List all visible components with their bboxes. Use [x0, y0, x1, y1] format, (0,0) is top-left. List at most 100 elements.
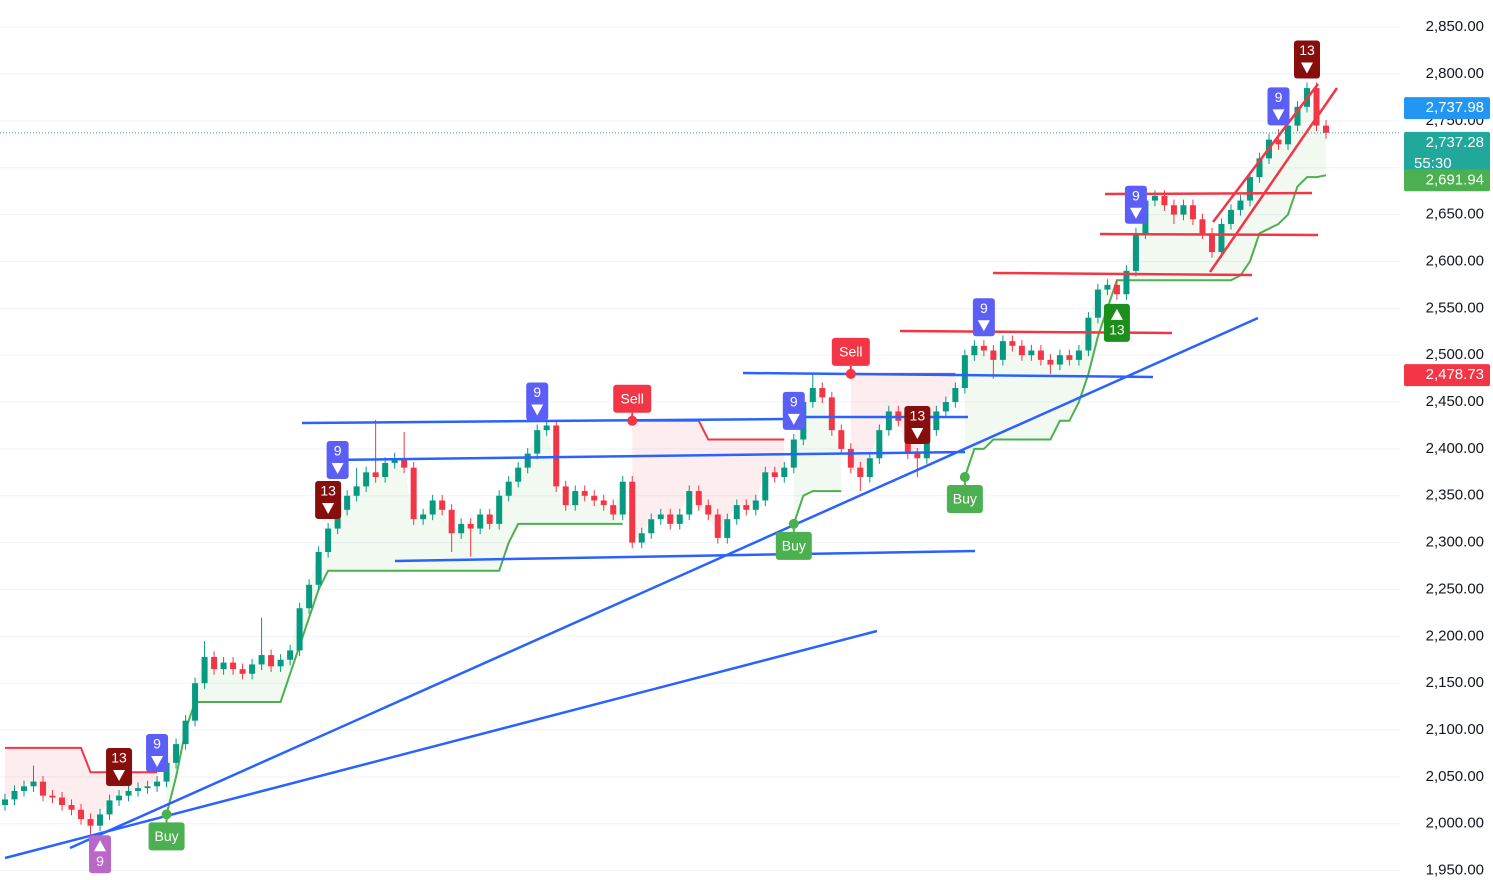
price-tag-label: 2,691.94 — [1426, 171, 1484, 188]
candle-body — [363, 472, 370, 487]
marker-label: 9 — [533, 384, 541, 400]
trendline — [4, 629, 878, 860]
candle-body — [40, 781, 47, 796]
signal-marker: 13 — [106, 748, 133, 787]
marker-box — [946, 485, 983, 514]
marker-label: 9 — [334, 443, 342, 459]
signal-marker: 9 — [972, 298, 995, 337]
candle-body — [505, 481, 512, 496]
candle-body — [781, 467, 788, 478]
marker-dot — [845, 368, 856, 379]
candle-body — [296, 608, 303, 651]
candle-body — [382, 462, 389, 478]
candle-body — [657, 514, 664, 520]
candle-body — [1218, 223, 1225, 253]
marker-box — [831, 337, 870, 366]
candle-body — [477, 514, 484, 529]
signal-marker: 9 — [782, 391, 805, 430]
marker-box — [1124, 185, 1147, 224]
candle-body — [914, 453, 921, 459]
marker-box — [782, 391, 805, 430]
candle-body — [249, 664, 256, 674]
marker-dot — [627, 415, 638, 426]
marker-box — [146, 733, 169, 772]
candle-body — [942, 402, 949, 412]
candle-body — [933, 411, 940, 431]
marker-arrow — [1300, 62, 1313, 74]
candle-body — [1275, 139, 1282, 145]
candle-body — [192, 683, 199, 721]
candle-body — [420, 514, 427, 520]
candle-body — [923, 430, 930, 459]
candle-body — [201, 656, 208, 684]
price-tag — [1404, 364, 1490, 387]
candle-body — [353, 486, 360, 496]
price-tag — [1404, 131, 1490, 176]
candle-body — [87, 819, 94, 826]
candle-body — [629, 481, 636, 543]
candle-body — [581, 491, 588, 496]
candle-body — [230, 662, 237, 670]
price-tag — [1404, 169, 1490, 192]
trendline — [69, 316, 1259, 850]
marker-label: 9 — [96, 853, 104, 869]
marker-box — [904, 405, 931, 444]
candle-body — [1113, 284, 1120, 295]
candle-body — [885, 411, 892, 431]
candle-body — [1294, 106, 1301, 126]
candle-body — [1123, 270, 1130, 295]
signal-marker: 9 — [1267, 87, 1290, 126]
candle-body — [410, 467, 417, 520]
marker-box — [106, 748, 133, 787]
candle-body — [163, 762, 170, 782]
candle-body — [847, 448, 854, 468]
y-tick-label: 2,250.00 — [1426, 580, 1484, 597]
support-fill — [166, 425, 623, 815]
price-tag-label: 2,737.98 — [1426, 99, 1484, 116]
marker-box — [526, 382, 549, 421]
y-tick-label: 2,100.00 — [1426, 721, 1484, 738]
signal-marker: 9 — [1124, 185, 1147, 224]
candle-body — [714, 514, 721, 538]
candle-body — [334, 509, 341, 529]
candle-body — [572, 491, 579, 506]
marker-box — [613, 384, 652, 413]
candle-body — [448, 509, 455, 534]
candle-body — [1075, 350, 1082, 360]
y-tick-label: 2,450.00 — [1426, 393, 1484, 410]
countdown: 55:30 — [1414, 155, 1452, 172]
price-tag-label: 2,737.28 — [1426, 134, 1484, 151]
candle-body — [952, 387, 959, 403]
marker-dot — [788, 518, 799, 529]
marker-label: 9 — [153, 736, 161, 752]
candle-body — [372, 472, 379, 478]
marker-box — [89, 835, 112, 874]
marker-label: 13 — [1299, 42, 1315, 58]
candle-body — [1085, 317, 1092, 351]
candle-body — [211, 656, 218, 670]
candle-body — [439, 500, 446, 510]
marker-arrow — [151, 755, 164, 767]
candle-body — [391, 458, 398, 463]
marker-box — [775, 531, 812, 560]
candle-body — [59, 797, 66, 806]
marker-label: 13 — [1109, 322, 1125, 338]
candle-body — [771, 472, 778, 478]
candle-body — [1180, 205, 1187, 215]
marker-arrow — [1110, 308, 1123, 320]
y-tick-label: 2,200.00 — [1426, 627, 1484, 644]
candle-body — [68, 805, 75, 810]
candle-body — [1170, 205, 1177, 215]
candle-body — [857, 467, 864, 478]
candle-body — [619, 481, 626, 515]
candle-body — [277, 659, 284, 667]
marker-label: 13 — [111, 750, 127, 766]
y-tick-label: 2,650.00 — [1426, 206, 1484, 223]
marker-box — [326, 440, 349, 479]
price-tags: 2,737.98 2,737.28 55:302,691.94 2,478.73 — [1404, 97, 1490, 387]
signal-marker: 9 — [526, 382, 549, 421]
marker-label: 9 — [1132, 187, 1140, 203]
marker-arrow — [94, 840, 107, 852]
marker-label: 9 — [790, 394, 798, 410]
